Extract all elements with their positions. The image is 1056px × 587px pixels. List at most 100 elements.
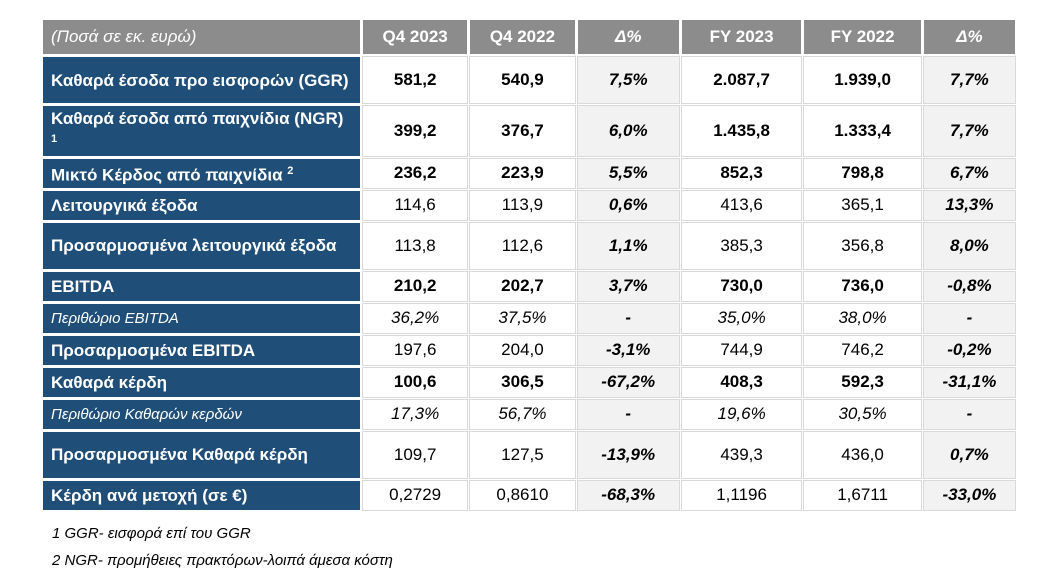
cell-fy-2022: 746,2 (803, 334, 922, 366)
header-q-change: Δ% (577, 20, 679, 54)
cell-fy-2023: 1.435,8 (680, 105, 803, 157)
header-units: (Ποσά σε εκ. ευρώ) (43, 20, 360, 54)
cell-fy-2023: 19,6% (680, 398, 803, 430)
row-label-text: Περιθώριο Καθαρών κερδών (51, 405, 242, 423)
cell-fy-change: 7,7% (922, 105, 1017, 157)
table-row: Περιθώριο EBITDA 36,2% 37,5% -35,0% 38,0% - (43, 302, 1017, 334)
row-label: Κέρδη ανά μετοχή (σε €) (43, 480, 360, 510)
cell-fy-change: 13,3% (922, 189, 1017, 221)
cell-q-change: 1,1% (576, 221, 680, 270)
cell-q4-2022: 113,9 (469, 189, 576, 221)
cell-fy-change: 6,7% (922, 157, 1017, 189)
row-label: Περιθώριο Καθαρών κερδών (43, 399, 360, 429)
row-label: Περιθώριο EBITDA (43, 303, 360, 333)
footnote-1: 1 GGR- εισφορά επί του GGR (52, 525, 251, 542)
cell-q-change: 5,5% (576, 157, 680, 189)
row-label-text: Κέρδη ανά μετοχή (σε €) (51, 485, 248, 505)
cell-fy-2022: 1,6711 (803, 479, 922, 511)
cell-q4-2023: 210,2 (361, 270, 469, 302)
cell-fy-2022: 365,1 (803, 189, 922, 221)
cell-q4-2022: 37,5% (469, 302, 576, 334)
cell-q-change: 0,6% (576, 189, 680, 221)
row-label: Καθαρά έσοδα από παιχνίδια (NGR) 1 (43, 106, 360, 156)
cell-fy-change: - (922, 398, 1017, 430)
financial-results-table-container: (Ποσά σε εκ. ευρώ) Q4 2023 Q4 2022 Δ% FY… (40, 17, 1018, 513)
table-row: Μικτό Κέρδος από παιχνίδια 2 236,2 223,9 5,… (43, 157, 1017, 189)
header-q4-2023: Q4 2023 (362, 20, 468, 54)
cell-q4-2023: 36,2% (361, 302, 469, 334)
row-label-text: Περιθώριο EBITDA (51, 309, 179, 327)
cell-fy-2022: 38,0% (803, 302, 922, 334)
cell-fy-change: 8,0% (922, 221, 1017, 270)
row-label: Λειτουργικά έξοδα (43, 190, 360, 220)
cell-fy-2023: 1,1196 (680, 479, 803, 511)
cell-fy-2022: 592,3 (803, 366, 922, 398)
row-label: EBITDA (43, 271, 360, 301)
cell-q4-2022: 540,9 (469, 56, 576, 104)
row-label-text: Μικτό Κέρδος από παιχνίδια (51, 165, 283, 185)
cell-q4-2023: 197,6 (361, 334, 469, 366)
header-fy-2023: FY 2023 (681, 20, 802, 54)
row-label-text: Λειτουργικά έξοδα (51, 195, 198, 215)
cell-q4-2022: 0,8610 (469, 479, 576, 511)
cell-q4-2023: 236,2 (361, 157, 469, 189)
cell-q-change: 3,7% (576, 270, 680, 302)
cell-q4-2022: 376,7 (469, 105, 576, 157)
row-label-text: Καθαρά έσοδα προ εισφορών (GGR) (51, 70, 349, 90)
cell-fy-change: -33,0% (922, 479, 1017, 511)
table-row: Περιθώριο Καθαρών κερδών 17,3% 56,7% -19,6%… (43, 398, 1017, 430)
cell-fy-2023: 744,9 (680, 334, 803, 366)
cell-fy-change: -0,2% (922, 334, 1017, 366)
table-row: Προσαρμοσμένα λειτουργικά έξοδα 113,8 112,… (43, 221, 1017, 270)
cell-fy-2022: 798,8 (803, 157, 922, 189)
table-row: Καθαρά έσοδα από παιχνίδια (NGR) 1 399,2 3… (43, 105, 1017, 157)
row-label-text: Προσαρμοσμένα Καθαρά κέρδη (51, 445, 308, 465)
cell-q-change: 7,5% (576, 56, 680, 104)
row-label-text: EBITDA (51, 276, 115, 296)
cell-q4-2022: 223,9 (469, 157, 576, 189)
row-label: Καθαρά κέρδη (43, 367, 360, 397)
cell-q4-2023: 0,2729 (361, 479, 469, 511)
table-row: Λειτουργικά έξοδα 114,6 113,9 0,6% 413,6 365,… (43, 189, 1017, 221)
cell-fy-2022: 1.333,4 (803, 105, 922, 157)
header-fy-change: Δ% (923, 20, 1015, 54)
cell-fy-change: - (922, 302, 1017, 334)
row-label: Προσαρμοσμένα EBITDA (43, 335, 360, 365)
cell-q4-2023: 399,2 (361, 105, 469, 157)
cell-fy-2023: 408,3 (680, 366, 803, 398)
cell-fy-2022: 1.939,0 (803, 56, 922, 104)
cell-q-change: -67,2% (576, 366, 680, 398)
cell-q4-2022: 306,5 (469, 366, 576, 398)
header-q4-2022: Q4 2022 (470, 20, 575, 54)
row-label: Μικτό Κέρδος από παιχνίδια 2 (43, 158, 360, 188)
row-label: Προσαρμοσμένα λειτουργικά έξοδα (43, 222, 360, 269)
cell-q4-2022: 112,6 (469, 221, 576, 270)
row-label-text: Προσαρμοσμένα EBITDA (51, 340, 256, 360)
cell-fy-2022: 436,0 (803, 430, 922, 479)
row-label: Προσαρμοσμένα Καθαρά κέρδη (43, 431, 360, 478)
cell-q-change: -68,3% (576, 479, 680, 511)
table-row: Κέρδη ανά μετοχή (σε €) 0,2729 0,8610 -68,3… (43, 479, 1017, 511)
row-label-text: Καθαρά κέρδη (51, 372, 168, 392)
footnotes: 1 GGR- εισφορά επί του GGR 2 NGR- προμήθ… (52, 520, 393, 574)
cell-q4-2023: 113,8 (361, 221, 469, 270)
cell-q-change: -13,9% (576, 430, 680, 479)
cell-fy-2023: 852,3 (680, 157, 803, 189)
table-row: Καθαρά έσοδα προ εισφορών (GGR) 581,2 540,… (43, 56, 1017, 104)
row-label-text: Προσαρμοσμένα λειτουργικά έξοδα (51, 236, 337, 256)
cell-q4-2022: 202,7 (469, 270, 576, 302)
cell-q4-2022: 127,5 (469, 430, 576, 479)
table-row: Προσαρμοσμένα Καθαρά κέρδη 109,7 127,5 -13,… (43, 430, 1017, 479)
cell-fy-2023: 439,3 (680, 430, 803, 479)
footnote-marker: 1 (51, 133, 58, 145)
cell-q-change: - (576, 302, 680, 334)
cell-fy-change: 0,7% (922, 430, 1017, 479)
cell-q-change: - (576, 398, 680, 430)
table-row: Καθαρά κέρδη 100,6 306,5 -67,2% 408,3 592,3 -3… (43, 366, 1017, 398)
cell-fy-2022: 30,5% (803, 398, 922, 430)
cell-q4-2023: 17,3% (361, 398, 469, 430)
footnote-2: 2 NGR- προμήθειες πρακτόρων-λοιπά άμεσα … (52, 552, 393, 569)
cell-fy-2022: 356,8 (803, 221, 922, 270)
header-fy-2022: FY 2022 (804, 20, 921, 54)
cell-fy-2023: 385,3 (680, 221, 803, 270)
